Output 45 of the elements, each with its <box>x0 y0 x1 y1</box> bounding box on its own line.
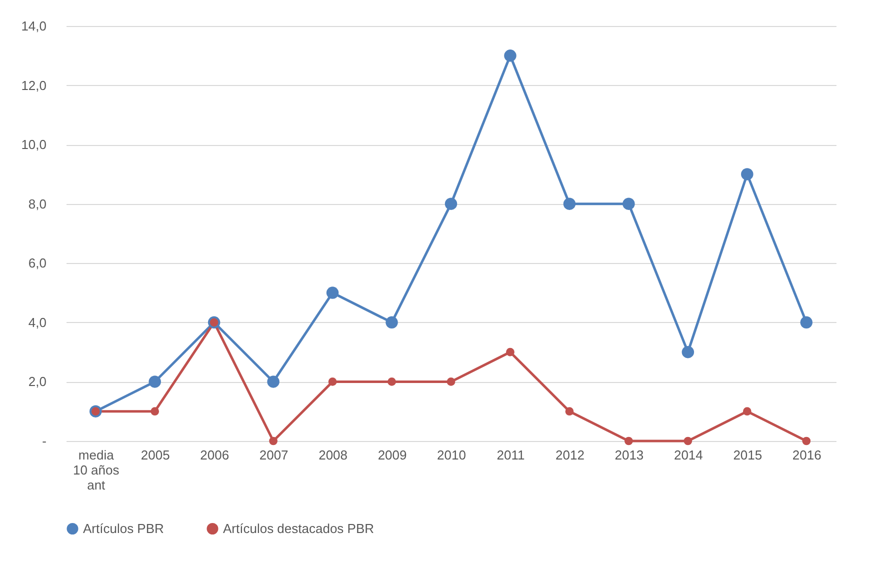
point <box>506 348 514 356</box>
point <box>622 198 635 210</box>
point <box>741 168 754 180</box>
point <box>682 346 694 358</box>
point <box>446 378 456 386</box>
x-tick-label: media 10 años ant <box>72 448 120 492</box>
x-tick-label: 2016 <box>792 448 822 462</box>
y-tick-label: 14,0 <box>21 18 46 34</box>
y-tick-label: 12,0 <box>21 78 46 93</box>
point <box>150 407 160 416</box>
point <box>684 436 692 446</box>
x-tick-label: 2007 <box>259 448 288 462</box>
x-tick-label: 2005 <box>140 448 170 462</box>
point <box>565 407 574 416</box>
x-tick-label: 2010 <box>437 448 466 462</box>
point <box>326 286 339 299</box>
y-tick-label: 10,0 <box>21 137 46 152</box>
x-tick-label: 2012 <box>556 448 584 462</box>
legend-label: Artículos PBR <box>83 520 164 536</box>
point <box>742 407 752 416</box>
legend-label: Artículos destacados PBR <box>223 520 374 536</box>
point <box>267 376 280 388</box>
x-tick-label: 2013 <box>614 448 644 462</box>
point <box>444 198 458 210</box>
x-tick-label: 2015 <box>733 448 762 462</box>
x-tick-label: 2014 <box>674 448 703 462</box>
point <box>800 316 813 329</box>
point <box>802 436 811 446</box>
y-tick-label: 6,0 <box>28 256 46 271</box>
x-tick-label: 2006 <box>200 448 230 462</box>
point <box>148 376 161 388</box>
point <box>563 198 576 210</box>
x-tick-label: 2009 <box>378 448 407 462</box>
point <box>504 50 516 62</box>
x-tick-label: 2011 <box>496 448 525 462</box>
y-tick-label: 4,0 <box>28 314 46 330</box>
point <box>269 436 278 446</box>
x-tick-label: 2008 <box>318 448 348 462</box>
point <box>328 378 337 386</box>
point <box>624 436 633 446</box>
point <box>386 316 398 329</box>
y-tick-label: - <box>42 434 46 448</box>
y-tick-label: 8,0 <box>28 196 46 212</box>
y-tick-label: 2,0 <box>28 374 46 390</box>
point <box>388 378 396 386</box>
